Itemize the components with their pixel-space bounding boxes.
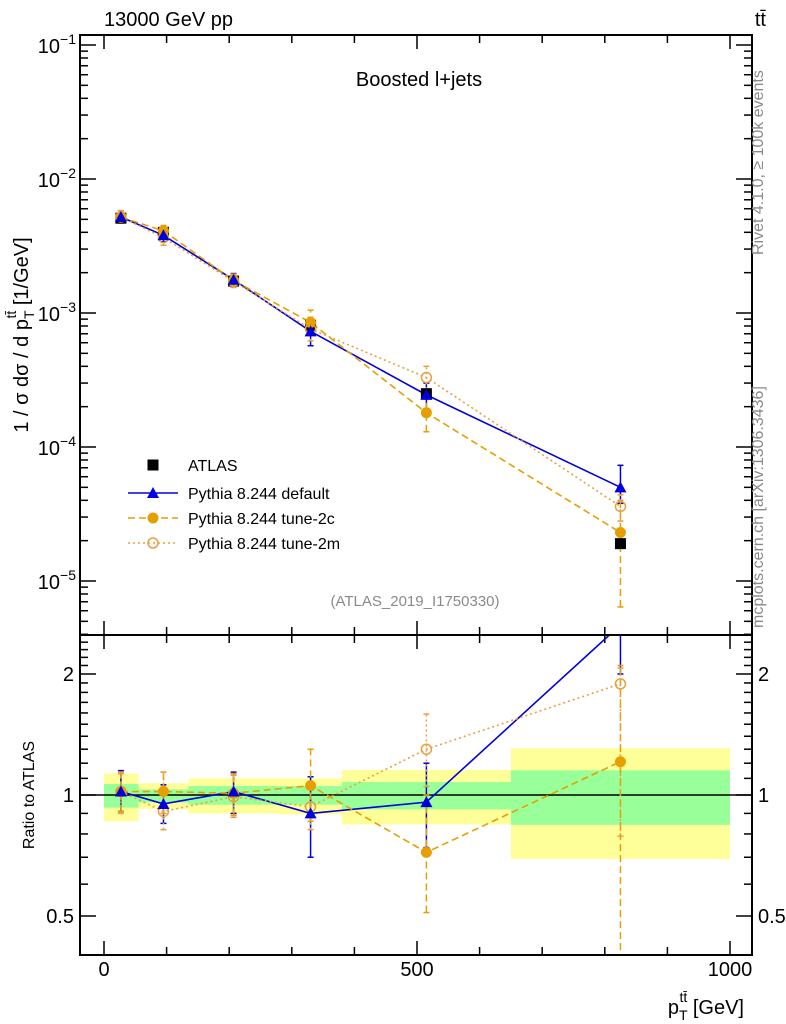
main-plot-frame: [79, 34, 753, 636]
legend-marker-atlas: [147, 459, 159, 471]
y-axis-label-post: [1/GeV]: [11, 237, 33, 310]
ratio-y-axis-label: Ratio to ATLAS: [21, 741, 38, 849]
header-right: tt̄: [755, 9, 767, 31]
chart-title: Boosted l+jets: [356, 69, 482, 91]
point-pythia-8-244-default: [157, 229, 170, 241]
ratio-point-pythia-8-244-default: [304, 807, 317, 819]
ratio-tick-label-right: 1: [758, 785, 769, 807]
legend-marker: [147, 512, 159, 524]
ratio-tick-label-left: 2: [63, 664, 74, 686]
point-pythia-8-244-default: [114, 211, 127, 223]
ratio-tick-label-right: 2: [758, 664, 769, 686]
y-axis-label: 1 / σ dσ / d pTtt̄ [1/GeV]: [3, 237, 37, 432]
ratio-point-pythia-8-244-tune-2c: [420, 846, 432, 858]
point-pythia-8-244-tune-2c: [305, 316, 317, 328]
y-tick-label: 10−2: [38, 165, 76, 192]
legend: ATLAS Pythia 8.244 default Pythia 8.244 tu…: [128, 458, 340, 553]
point-pythia-8-244-default: [304, 325, 317, 337]
legend-marker: [147, 487, 159, 498]
point-pythia-8-244-tune-2m: [614, 500, 627, 513]
ratio-line-pythia-8-244-tune-2c: [120, 760, 621, 854]
axis-ticks: [80, 35, 752, 955]
y-tick-label: 10−3: [38, 299, 76, 326]
x-axis-label: pTtt̄ [GeV]: [668, 989, 744, 1023]
ratio-point-pythia-8-244-default: [227, 785, 240, 797]
ratio-point-pythia-8-244-default: [614, 619, 626, 630]
legend-label: Pythia 8.244 tune-2m: [188, 536, 340, 553]
point-pythia-8-244-default: [227, 273, 240, 285]
ratio-line-pythia-8-244-default: [120, 635, 611, 815]
ratio-point-pythia-8-244-tune-2c: [305, 780, 317, 792]
point-atlas: [614, 538, 626, 550]
y-axis-label-sup: tt̄: [3, 311, 19, 319]
line-pythia-8-244-tune-2c: [120, 216, 621, 534]
legend-label-atlas: ATLAS: [188, 458, 238, 475]
ratio-point-pythia-8-244-tune-2c: [157, 786, 169, 798]
ratio-tick-label-left: 1: [63, 785, 74, 807]
legend-marker: [147, 537, 159, 549]
ratio-point-pythia-8-244-default: [420, 796, 433, 808]
x-tick-label: 500: [400, 959, 433, 981]
header-left: 13000 GeV pp: [104, 9, 233, 31]
y-axis-label-sub: T: [21, 310, 37, 319]
x-tick-label: 0: [98, 959, 109, 981]
ratio-point-pythia-8-244-tune-2m: [420, 743, 433, 755]
y-tick-label: 10−4: [38, 433, 76, 460]
side-label-mcplots: mcplots.cern.ch [arXiv:1306.3436]: [750, 386, 767, 628]
point-pythia-8-244-tune-2m: [420, 371, 433, 384]
side-label-rivet: Rivet 4.1.0, ≥ 100k events: [750, 70, 767, 255]
ratio-point-pythia-8-244-default: [157, 797, 170, 809]
y-axis-label-pre: 1 / σ dσ / d p: [11, 319, 33, 433]
point-pythia-8-244-default: [614, 481, 627, 493]
ratio-tick-label-left: 0.5: [46, 906, 74, 928]
ratio-point-pythia-8-244-default: [114, 785, 127, 797]
analysis-label: (ATLAS_2019_I1750330): [330, 593, 499, 610]
y-tick-label: 10−1: [38, 31, 76, 58]
legend-label: Pythia 8.244 default: [188, 486, 330, 503]
ratio-point-pythia-8-244-tune-2m: [614, 678, 627, 690]
point-pythia-8-244-tune-2c: [420, 407, 432, 419]
ratio-plot-frame: [79, 634, 753, 956]
point-pythia-8-244-tune-2c: [614, 527, 626, 539]
ratio-plot-marks: [114, 619, 627, 955]
line-pythia-8-244-tune-2m: [120, 216, 621, 508]
point-pythia-8-244-default: [420, 388, 433, 400]
y-tick-label: 10−5: [38, 567, 76, 594]
main-plot-marks: [114, 209, 627, 608]
legend-label: Pythia 8.244 tune-2c: [188, 511, 335, 528]
ratio-point-pythia-8-244-tune-2c: [614, 756, 626, 768]
ratio-tick-label-right: 0.5: [758, 906, 786, 928]
x-tick-label: 1000: [708, 959, 753, 981]
tick-labels: 0 500 1000 10−5 10−4 10−3 10−2 10−1 0.5 0.5 1 1 2 2: [38, 31, 786, 981]
